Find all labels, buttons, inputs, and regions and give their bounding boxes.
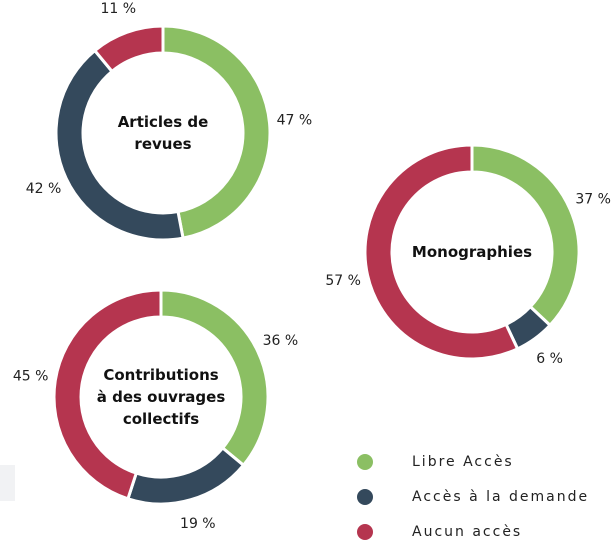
chart-title: Monographies bbox=[411, 243, 533, 261]
donut-segment bbox=[52, 288, 163, 501]
value-label: 37 % bbox=[575, 192, 611, 208]
legend-marker bbox=[357, 524, 373, 540]
chart-title: Contributions à des ouvrages collectifs bbox=[96, 366, 226, 428]
value-label: 11 % bbox=[100, 1, 136, 17]
background-panel bbox=[0, 465, 15, 501]
legend-marker bbox=[357, 454, 373, 470]
donut-segment bbox=[92, 24, 165, 74]
value-label: 19 % bbox=[180, 516, 216, 532]
legend-label: Aucun accès bbox=[412, 524, 522, 540]
legend-marker bbox=[357, 489, 373, 505]
value-label: 45 % bbox=[13, 368, 49, 384]
value-label: 47 % bbox=[277, 113, 313, 129]
value-label: 57 % bbox=[325, 273, 361, 289]
chart-title: Articles de revues bbox=[117, 113, 209, 153]
donut-segment bbox=[363, 143, 520, 361]
value-label: 6 % bbox=[536, 351, 563, 367]
value-label: 36 % bbox=[263, 333, 299, 349]
legend-label: Libre Accès bbox=[412, 454, 514, 470]
donut-segment bbox=[161, 24, 272, 240]
donut-segment bbox=[470, 143, 581, 328]
donut-segment bbox=[126, 445, 246, 506]
legend-label: Accès à la demande bbox=[412, 489, 589, 505]
value-label: 42 % bbox=[26, 181, 62, 197]
